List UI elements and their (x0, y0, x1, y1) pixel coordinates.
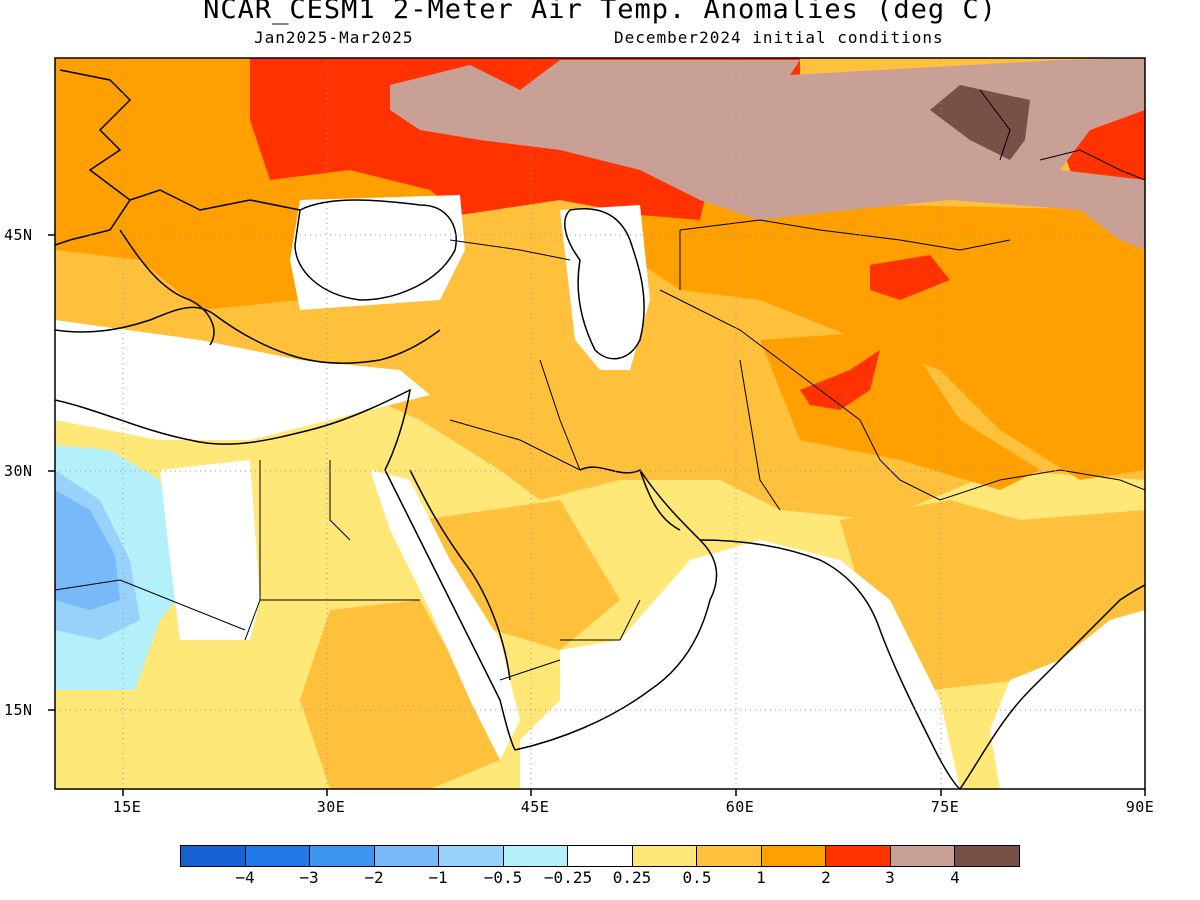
colorbar-label: 2 (821, 868, 831, 887)
lon-label-75e: 75E (930, 798, 960, 816)
anomaly-region-red-kyrgyzstan (870, 255, 950, 300)
color-swatch (439, 846, 504, 866)
anomaly-region-white-mediterranean (55, 320, 430, 440)
anomaly-region-white-arabian-sea (520, 540, 960, 789)
lon-label-30e: 30E (316, 798, 346, 816)
colorbar-label: −2 (364, 868, 384, 887)
colorbar-label: −0.25 (543, 868, 593, 887)
color-scale-bar (180, 845, 1020, 867)
lon-label-90e: 90E (1125, 798, 1155, 816)
lat-label-30n: 30N (4, 462, 33, 480)
colorbar-label: −4 (235, 868, 255, 887)
lon-label-45e: 45E (520, 798, 550, 816)
forecast-period: Jan2025-Mar2025 (254, 28, 414, 47)
color-swatch (568, 846, 633, 866)
colorbar-label: −3 (299, 868, 319, 887)
colorbar-label: 3 (885, 868, 895, 887)
color-swatch (826, 846, 891, 866)
anomaly-region-red-afghanistan (800, 350, 880, 410)
colorbar-label: 1 (756, 868, 766, 887)
colorbar-label: 0.25 (612, 868, 652, 887)
color-swatch (245, 846, 311, 866)
colorbar-label: 4 (950, 868, 960, 887)
anomaly-region-blue (55, 490, 120, 610)
anomaly-region-white-bay-of-bengal (990, 610, 1145, 789)
lat-label-15n: 15N (4, 701, 33, 719)
color-swatch (697, 846, 762, 866)
anomaly-region-orange-afghanistan (760, 330, 1040, 490)
map-frame (54, 57, 1146, 790)
color-swatch (632, 846, 698, 866)
color-swatch (761, 846, 827, 866)
lon-label-15e: 15E (112, 798, 142, 816)
anomaly-region-white-caspian (560, 205, 650, 370)
color-swatch (955, 846, 1019, 866)
colorbar-label: 0.5 (682, 868, 712, 887)
anomaly-region-white-red-sea (370, 470, 520, 760)
initial-conditions: December2024 initial conditions (614, 28, 944, 47)
color-swatch (310, 846, 375, 866)
colorbar-label: −0.5 (483, 868, 523, 887)
anomaly-region-brown (930, 85, 1030, 160)
axis-ticks (48, 234, 1146, 796)
color-swatch (181, 846, 246, 866)
anomaly-region-white-sahara (160, 460, 260, 640)
colorbar-label: −1 (428, 868, 448, 887)
graticule (55, 58, 1145, 789)
lat-label-45n: 45N (4, 226, 33, 244)
coastlines (55, 69, 1145, 789)
color-swatch (374, 846, 440, 866)
anomaly-fields (55, 58, 1145, 789)
anomaly-region-white-black-sea (290, 195, 465, 310)
map-title: NCAR_CESM1 2-Meter Air Temp. Anomalies (… (203, 0, 997, 25)
lon-label-60e: 60E (725, 798, 755, 816)
color-swatch (890, 846, 956, 866)
anomaly-region-orange-light-india (840, 500, 1145, 690)
color-swatch (503, 846, 569, 866)
anomaly-region-orange-light-africa (300, 600, 500, 789)
